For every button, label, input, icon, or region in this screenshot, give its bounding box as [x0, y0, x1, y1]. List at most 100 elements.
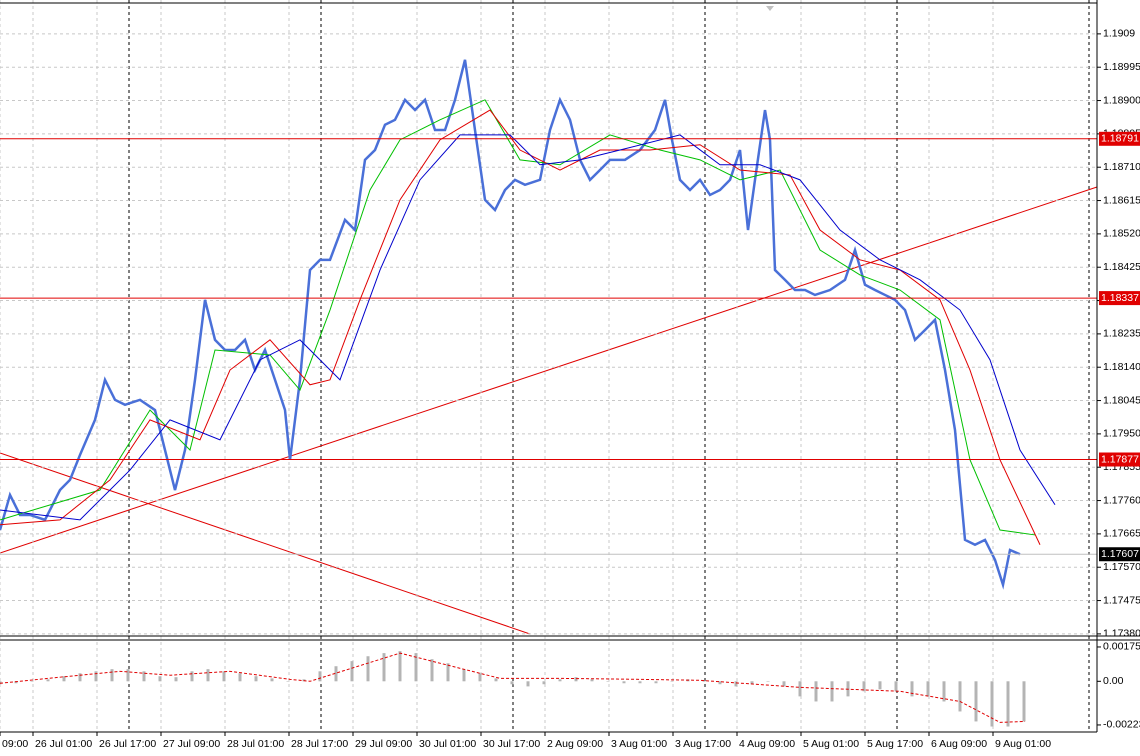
current-price-label: 1.17607 — [1101, 548, 1139, 560]
histogram-bar — [94, 671, 98, 682]
histogram-bar — [126, 669, 130, 682]
histogram-bar — [110, 669, 114, 682]
histogram-bar — [974, 681, 978, 722]
histogram-bar — [62, 676, 66, 682]
level-label: 1.17877 — [1101, 453, 1139, 465]
histogram-bar — [526, 681, 530, 687]
histogram-bar — [398, 651, 402, 682]
histogram-bar — [702, 681, 706, 682]
histogram-bar — [430, 659, 434, 682]
histogram-bar — [942, 681, 946, 702]
y-tick-label: 1.17570 — [1103, 561, 1140, 573]
y-tick-label: 1.18045 — [1103, 394, 1140, 406]
histogram-bar — [158, 676, 162, 682]
x-tick-label: 30 Jul 01:00 — [419, 738, 476, 750]
x-tick-label: 6 Aug 09:00 — [931, 738, 987, 750]
histogram-bar — [766, 681, 770, 682]
level-label: 1.18791 — [1101, 133, 1139, 145]
histogram-bar — [910, 681, 914, 697]
y-tick-label: 1.18900 — [1103, 94, 1140, 106]
x-tick-label: 4 Aug 09:00 — [739, 738, 795, 750]
histogram-bar — [606, 681, 610, 682]
histogram-bar — [558, 679, 562, 682]
x-tick-label: 9 Aug 01:00 — [995, 738, 1051, 750]
histogram-bar — [862, 681, 866, 692]
level-label-box — [1099, 291, 1140, 306]
histogram-bar — [286, 681, 290, 682]
histogram-bar — [782, 681, 786, 687]
histogram-bar — [270, 678, 274, 682]
x-tick-label: 2 Aug 09:00 — [547, 738, 603, 750]
x-tick-label: 26 Jul 17:00 — [99, 738, 156, 750]
current-price-box — [1099, 547, 1140, 562]
histogram-bar — [478, 673, 482, 682]
y-tick-label: 1.17950 — [1103, 428, 1140, 440]
histogram-bar — [750, 681, 754, 685]
histogram-bar — [1022, 681, 1026, 722]
series-line — [0, 109, 1041, 545]
y-tick-label: 0.001754 — [1103, 641, 1140, 653]
x-tick-label: 3 Aug 01:00 — [611, 738, 667, 750]
histogram-bar — [958, 681, 962, 712]
histogram-bar — [670, 681, 674, 682]
y-tick-label: 1.18235 — [1103, 328, 1140, 340]
histogram-bar — [462, 669, 466, 682]
histogram-bar — [734, 681, 738, 687]
histogram-bar — [590, 679, 594, 682]
x-tick-label: 28 Jul 17:00 — [291, 738, 348, 750]
y-tick-label: 1.18425 — [1103, 261, 1140, 273]
histogram-bar — [142, 671, 146, 682]
histogram-bar — [78, 673, 82, 682]
y-tick-label: 1.18140 — [1103, 361, 1140, 373]
y-tick-label: 1.17475 — [1103, 594, 1140, 606]
histogram-bar — [718, 681, 722, 685]
y-tick-label: 1.1909 — [1103, 28, 1135, 40]
histogram-bar — [46, 679, 50, 682]
histogram-bar — [542, 681, 546, 685]
y-tick-label: 1.18520 — [1103, 228, 1140, 240]
y-tick-label: 0.00 — [1103, 675, 1124, 687]
histogram-bar — [174, 677, 178, 682]
y-tick-label: 1.18710 — [1103, 161, 1140, 173]
histogram-bar — [574, 677, 578, 682]
histogram-bar — [350, 661, 354, 682]
x-tick-label: 28 Jul 01:00 — [227, 738, 284, 750]
y-tick-label: 1.18615 — [1103, 194, 1140, 206]
histogram-bar — [446, 663, 450, 682]
shift-marker — [766, 6, 774, 11]
histogram-bar — [510, 681, 514, 685]
histogram-bar — [334, 666, 338, 682]
y-tick-label: 1.17380 — [1103, 628, 1140, 640]
histogram-bar — [638, 681, 642, 684]
level-label: 1.18337 — [1101, 292, 1139, 304]
histogram-bar — [238, 673, 242, 682]
trend-line — [0, 186, 1098, 554]
x-tick-label: 29 Jul 09:00 — [355, 738, 412, 750]
histogram-bar — [30, 681, 34, 682]
histogram-bar — [878, 681, 882, 690]
histogram-bar — [318, 671, 322, 682]
histogram-bar — [206, 669, 210, 682]
histogram-bar — [494, 678, 498, 682]
histogram-bar — [622, 681, 626, 684]
trend-line — [0, 452, 531, 635]
x-tick-label: 5 Aug 17:00 — [867, 738, 923, 750]
level-label-box — [1099, 131, 1140, 146]
x-tick-label: 3 Aug 17:00 — [675, 738, 731, 750]
x-tick-label: 30 Jul 17:00 — [483, 738, 540, 750]
y-tick-label: -0.00223 — [1103, 719, 1140, 731]
series-line — [0, 134, 1056, 521]
histogram-bar — [254, 676, 258, 682]
x-tick-label: 26 Jul 01:00 — [35, 738, 92, 750]
x-tick-label: 27 Jul 09:00 — [163, 738, 220, 750]
histogram-bar — [1006, 681, 1010, 727]
x-tick-label: 09:00 — [2, 738, 28, 750]
histogram-bar — [654, 681, 658, 684]
level-label-box — [1099, 452, 1140, 467]
histogram-bar — [190, 671, 194, 682]
y-tick-label: 1.18995 — [1103, 61, 1140, 73]
histogram-bar — [926, 681, 930, 697]
